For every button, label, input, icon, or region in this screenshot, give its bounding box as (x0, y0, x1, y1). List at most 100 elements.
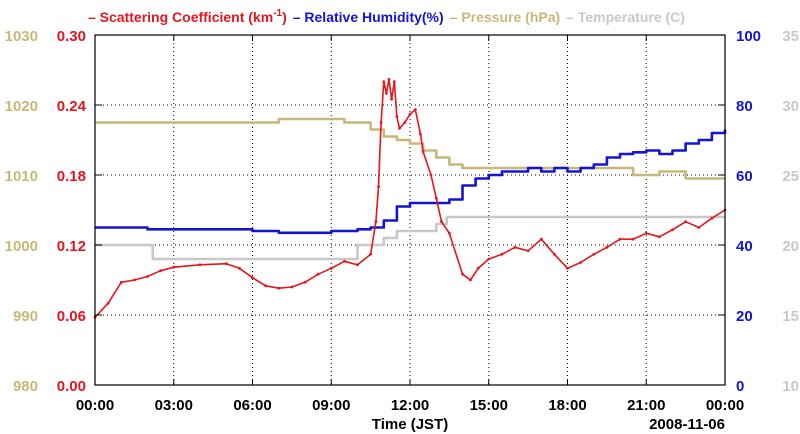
x-tick-label: 12:00 (391, 397, 429, 414)
series-scattering-coefficient-point (198, 263, 202, 267)
series-scattering-coefficient-point (146, 275, 149, 278)
series-scattering-coefficient-point (224, 262, 228, 266)
scattering-tick-label: 0.24 (57, 98, 87, 115)
temperature-tick-label: 35 (782, 28, 799, 45)
series-scattering-coefficient-point (413, 108, 417, 112)
series-scattering-coefficient-point (500, 252, 504, 256)
scattering-tick-label: 0.00 (57, 378, 86, 395)
pressure-tick-label: 980 (13, 378, 38, 395)
legend-scattering-suffix: ) (282, 9, 287, 25)
series-scattering-coefficient-point (377, 185, 380, 189)
x-tick-label: 09:00 (312, 397, 350, 414)
legend: – Scattering Coefficient (km-1) – Relativ… (88, 8, 685, 25)
humidity-tick-label: 80 (736, 98, 753, 115)
date-label: 2008-11-06 (649, 416, 725, 433)
series-scattering-coefficient-point (159, 269, 163, 273)
x-tick-label: 18:00 (548, 397, 586, 414)
legend-temperature: – Temperature (C) (566, 9, 685, 25)
series-scattering-coefficient-point (461, 272, 464, 276)
series-scattering-coefficient-point (238, 266, 241, 270)
series-scattering-coefficient-point (631, 237, 635, 241)
humidity-tick-label: 100 (736, 28, 761, 45)
pressure-tick-label: 1030 (5, 28, 38, 45)
series-scattering-coefficient-point (369, 252, 372, 256)
series-scattering-coefficient-point (382, 80, 386, 84)
series-scattering-coefficient-point (566, 266, 569, 270)
series-layer (93, 77, 727, 319)
series-pressure-line (95, 117, 725, 180)
series-temperature-line (95, 215, 725, 261)
series-scattering-coefficient-point (316, 272, 320, 276)
series-scattering-coefficient-point (618, 237, 622, 241)
x-tick-label: 15:00 (470, 397, 508, 414)
humidity-tick-label: 20 (736, 308, 753, 325)
series-scattering-coefficient-point (553, 252, 556, 256)
scattering-tick-label: 0.30 (57, 28, 86, 45)
series-scattering-coefficient-point (398, 126, 401, 130)
series-scattering-coefficient-point (251, 276, 254, 280)
series-scattering-coefficient-point (605, 245, 609, 249)
legend-pressure: – Pressure (hPa) (450, 9, 561, 25)
series-scattering-coefficient-point (277, 286, 281, 290)
x-tick-label: 06:00 (233, 397, 271, 414)
series-scattering-coefficient-point (395, 115, 399, 119)
x-tick-label: 21:00 (627, 397, 665, 414)
x-axis-label: Time (JST) (372, 416, 448, 433)
series-scattering-coefficient-point (469, 278, 472, 282)
legend-humidity: – Relative Humidity(%) (293, 9, 444, 25)
series-scattering-coefficient-point (385, 91, 388, 95)
scattering-tick-label: 0.06 (57, 308, 86, 325)
x-tick-label: 00:00 (706, 397, 744, 414)
series-scattering-coefficient-point (264, 284, 267, 288)
series-scattering-coefficient-point (434, 196, 438, 200)
series-scattering-coefficient-point (684, 220, 687, 224)
temperature-tick-label: 20 (782, 238, 799, 255)
series-scattering-coefficient-point (390, 97, 393, 101)
series-scattering-coefficient-point (421, 150, 425, 154)
series-scattering-coefficient-point (343, 259, 346, 263)
legend-scattering-sup: -1 (273, 8, 282, 19)
temperature-tick-label: 15 (782, 308, 799, 325)
series-scattering-coefficient-point (440, 220, 443, 224)
scattering-tick-label: 0.12 (57, 238, 86, 255)
series-scattering-coefficient-point (374, 220, 378, 224)
series-scattering-coefficient-point (290, 285, 294, 289)
series-scattering-coefficient-point (539, 237, 543, 241)
series-relative-humidity-line (95, 129, 727, 235)
series-scattering-coefficient-point (356, 263, 359, 267)
humidity-tick-label: 40 (736, 238, 753, 255)
scattering-tick-label: 0.18 (57, 168, 86, 185)
series-scattering-coefficient-point (526, 249, 530, 253)
series-scattering-coefficient-point (513, 245, 517, 249)
series-scattering-coefficient-point (133, 278, 136, 282)
series-scattering-coefficient-point (487, 257, 491, 261)
series-scattering-coefficient-point (119, 280, 123, 284)
series-scattering-coefficient-point (387, 77, 391, 81)
series-scattering-coefficient-point (671, 228, 674, 232)
pressure-tick-label: 1000 (5, 238, 38, 255)
humidity-tick-label: 0 (736, 378, 744, 395)
series-scattering-coefficient-point (106, 301, 110, 305)
series-scattering-coefficient-point (592, 252, 596, 256)
series-scattering-coefficient-point (429, 173, 433, 177)
x-tick-label: 03:00 (155, 397, 193, 414)
pressure-tick-label: 1010 (5, 168, 38, 185)
series-scattering-coefficient-point (392, 80, 396, 84)
series-scattering-coefficient-point (408, 112, 412, 116)
grid (95, 35, 725, 385)
temperature-tick-label: 30 (782, 98, 799, 115)
series-scattering-coefficient-point (303, 280, 307, 284)
series-scattering-coefficient-point (658, 235, 661, 239)
pressure-tick-label: 1020 (5, 98, 38, 115)
series-scattering-coefficient-point (379, 121, 383, 124)
series-scattering-coefficient-point (476, 266, 480, 270)
series-scattering-coefficient-point (448, 231, 451, 235)
x-tick-label: 00:00 (76, 397, 114, 414)
series-scattering-coefficient-point (172, 265, 176, 269)
legend-scattering: – Scattering Coefficient (km (88, 9, 273, 25)
series-scattering-coefficient-point (579, 261, 582, 264)
humidity-tick-label: 60 (736, 168, 753, 185)
temperature-tick-label: 10 (782, 378, 799, 395)
series-scattering-coefficient-point (329, 266, 333, 270)
